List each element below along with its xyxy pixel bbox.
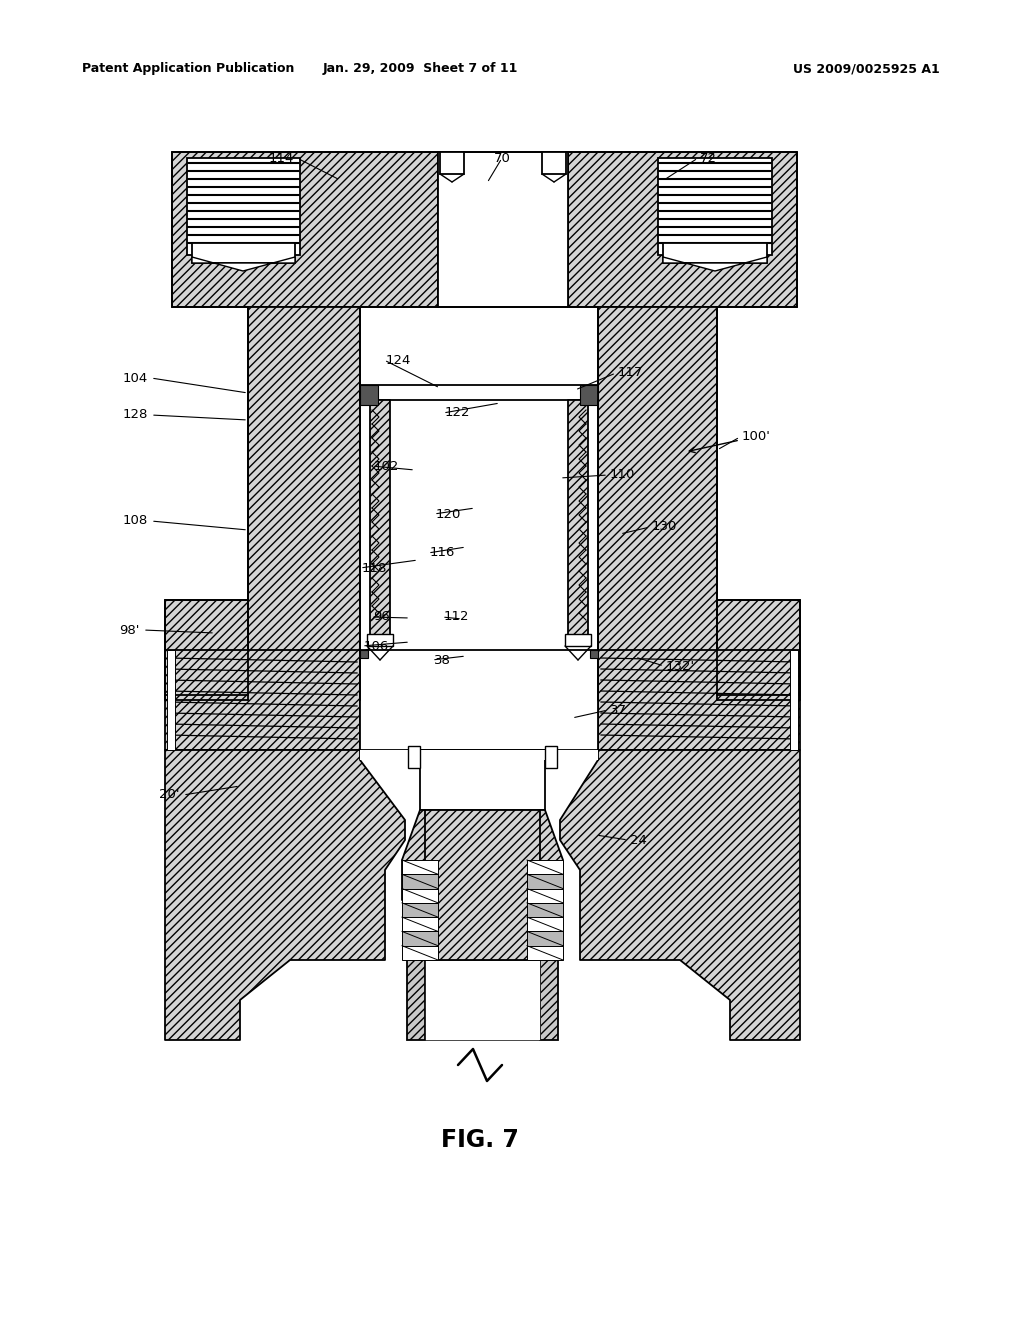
- Polygon shape: [165, 601, 248, 696]
- Text: 102: 102: [374, 459, 399, 473]
- Text: 120: 120: [436, 507, 462, 520]
- Bar: [542, 152, 566, 174]
- Text: 104: 104: [123, 371, 148, 384]
- Bar: [407, 960, 425, 1040]
- Bar: [590, 649, 598, 657]
- Text: 106: 106: [364, 639, 389, 652]
- Bar: [360, 649, 368, 657]
- Text: 112: 112: [444, 610, 469, 623]
- Bar: [527, 861, 563, 874]
- Text: 98': 98': [120, 623, 140, 636]
- Bar: [402, 917, 438, 932]
- Text: 72: 72: [700, 152, 717, 165]
- Text: 100': 100': [742, 430, 771, 444]
- Bar: [663, 243, 767, 263]
- Polygon shape: [248, 308, 360, 700]
- Bar: [580, 385, 598, 405]
- Text: 38: 38: [434, 653, 451, 667]
- Text: US 2009/0025925 A1: US 2009/0025925 A1: [794, 62, 940, 75]
- Bar: [420, 750, 545, 810]
- Bar: [360, 385, 598, 400]
- Text: 96: 96: [373, 610, 390, 623]
- Bar: [790, 649, 798, 750]
- Polygon shape: [193, 257, 295, 271]
- Bar: [545, 746, 557, 768]
- Polygon shape: [165, 750, 406, 1040]
- Text: 117: 117: [618, 367, 643, 380]
- Polygon shape: [568, 152, 797, 308]
- Bar: [527, 874, 563, 888]
- Text: 70: 70: [494, 152, 510, 165]
- Bar: [425, 810, 540, 960]
- Text: 20': 20': [160, 788, 180, 801]
- Polygon shape: [402, 810, 563, 960]
- Bar: [527, 903, 563, 917]
- Bar: [565, 634, 591, 645]
- Bar: [402, 903, 438, 917]
- Text: Patent Application Publication: Patent Application Publication: [82, 62, 294, 75]
- Bar: [527, 932, 563, 945]
- Text: 116: 116: [430, 546, 456, 560]
- Bar: [360, 649, 598, 750]
- Bar: [360, 750, 598, 760]
- Bar: [402, 861, 438, 874]
- Text: 110: 110: [610, 469, 635, 482]
- Polygon shape: [370, 400, 390, 640]
- Bar: [658, 158, 772, 255]
- Text: 114: 114: [268, 152, 294, 165]
- Polygon shape: [663, 257, 767, 271]
- Text: 24: 24: [630, 833, 647, 846]
- Bar: [402, 945, 438, 960]
- Text: 128: 128: [123, 408, 148, 421]
- Text: 132': 132': [666, 660, 695, 672]
- Bar: [187, 158, 300, 255]
- Bar: [367, 634, 393, 645]
- Bar: [438, 152, 568, 308]
- Bar: [425, 960, 540, 1040]
- Polygon shape: [172, 152, 438, 308]
- Bar: [193, 243, 295, 263]
- Bar: [440, 152, 464, 174]
- Polygon shape: [568, 400, 588, 640]
- Bar: [360, 400, 598, 649]
- Polygon shape: [598, 308, 717, 700]
- Text: 130: 130: [652, 520, 677, 533]
- Text: Jan. 29, 2009  Sheet 7 of 11: Jan. 29, 2009 Sheet 7 of 11: [323, 62, 518, 75]
- Bar: [167, 649, 175, 750]
- Bar: [408, 746, 420, 768]
- Bar: [527, 945, 563, 960]
- Text: 122: 122: [445, 407, 470, 420]
- Polygon shape: [717, 601, 800, 696]
- Bar: [540, 960, 558, 1040]
- Text: 108: 108: [123, 515, 148, 528]
- Text: FIG. 7: FIG. 7: [441, 1129, 519, 1152]
- Text: 118: 118: [362, 561, 387, 574]
- Bar: [360, 385, 378, 405]
- Polygon shape: [165, 649, 360, 750]
- Text: 37: 37: [610, 704, 627, 717]
- Bar: [527, 888, 563, 903]
- Bar: [402, 932, 438, 945]
- Bar: [402, 888, 438, 903]
- Polygon shape: [598, 649, 800, 750]
- Bar: [527, 917, 563, 932]
- Polygon shape: [560, 750, 800, 1040]
- Bar: [402, 874, 438, 888]
- Text: 124: 124: [386, 354, 412, 367]
